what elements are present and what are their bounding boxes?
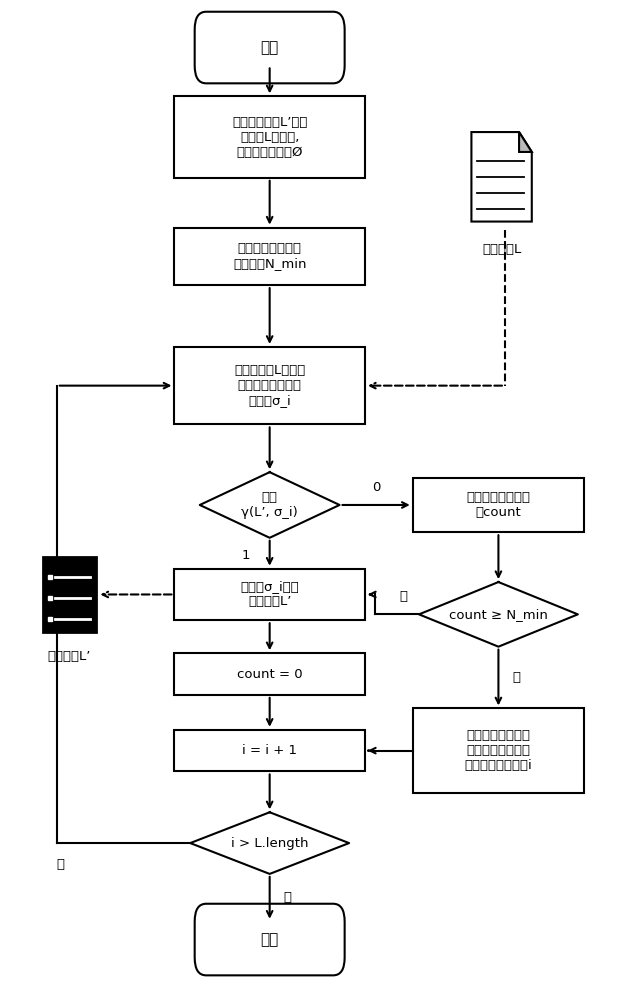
Text: 从事件日志L中按轨
迹索引顺序取出一
条轨迹σ_i: 从事件日志L中按轨 迹索引顺序取出一 条轨迹σ_i: [234, 364, 305, 407]
Polygon shape: [519, 132, 532, 152]
Text: 开始: 开始: [260, 40, 279, 55]
Text: 是: 是: [283, 891, 292, 904]
Text: 采样日志L’: 采样日志L’: [48, 650, 91, 663]
Text: i > L.length: i > L.length: [231, 837, 308, 850]
Bar: [413, 708, 584, 793]
Text: count = 0: count = 0: [237, 668, 303, 681]
Polygon shape: [190, 812, 349, 874]
Text: 是: 是: [512, 671, 520, 684]
Text: 结束: 结束: [260, 932, 279, 947]
Text: i = i + 1: i = i + 1: [242, 744, 297, 757]
Text: 否: 否: [56, 858, 64, 871]
Text: 1: 1: [241, 549, 250, 562]
FancyBboxPatch shape: [195, 904, 345, 975]
Bar: [174, 228, 365, 285]
Text: 计算
γ(L’, σ_i): 计算 γ(L’, σ_i): [241, 491, 298, 519]
Text: 记录重复的轨迹数
量count: 记录重复的轨迹数 量count: [467, 491, 530, 519]
Polygon shape: [419, 582, 578, 647]
Text: 事件日志L: 事件日志L: [482, 243, 521, 256]
Text: 使用二进制指数跳
跃算法计算下一条
要遍历的轨迹索引i: 使用二进制指数跳 跃算法计算下一条 要遍历的轨迹索引i: [465, 729, 532, 772]
Polygon shape: [471, 132, 532, 222]
Text: count ≥ N_min: count ≥ N_min: [449, 608, 548, 621]
Text: 将轨迹σ_i加入
采样日志L’: 将轨迹σ_i加入 采样日志L’: [240, 580, 299, 608]
Bar: [413, 478, 584, 532]
Bar: [174, 569, 365, 620]
Bar: [174, 96, 365, 178]
Bar: [44, 557, 96, 632]
FancyBboxPatch shape: [195, 12, 345, 83]
Bar: [174, 653, 365, 695]
Text: 确定最小连续遍历
样本数量N_min: 确定最小连续遍历 样本数量N_min: [233, 242, 306, 270]
Polygon shape: [200, 472, 340, 538]
Text: 0: 0: [372, 481, 380, 494]
Bar: [174, 347, 365, 424]
Bar: [174, 730, 365, 771]
Text: 定义采样日志L’为事
件日志L的子集,
其初始值为空集Ø: 定义采样日志L’为事 件日志L的子集, 其初始值为空集Ø: [232, 116, 307, 159]
Text: 否: 否: [399, 590, 407, 603]
